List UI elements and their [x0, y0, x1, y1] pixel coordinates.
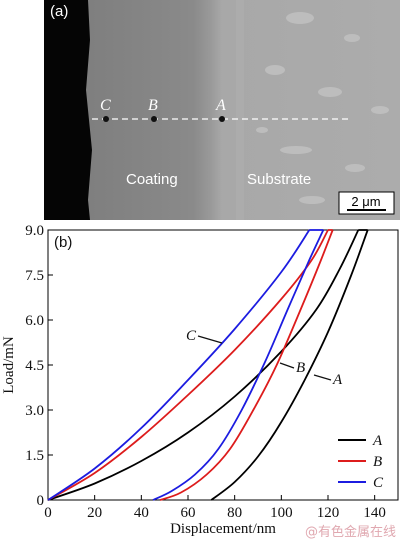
scale-bar-box: [338, 191, 395, 215]
x-tick-label: 60: [181, 505, 196, 521]
legend: A B C: [338, 433, 384, 491]
annotation-c: C: [186, 328, 223, 344]
panel-b-label: (b): [54, 234, 72, 251]
point-a-marker: [219, 116, 225, 122]
x-tick-label: 120: [317, 505, 340, 521]
annotation-a-arrow: [313, 374, 332, 381]
y-axis-title: Load/mN: [1, 336, 17, 394]
series-a-loading: [47, 229, 360, 501]
x-axis-title: Displacement/nm: [170, 521, 276, 537]
annotation-a-text: A: [332, 372, 343, 388]
point-c-label: C: [100, 97, 111, 114]
point-a-label: A: [215, 97, 226, 114]
plot-frame: [47, 229, 399, 501]
sem-background: [44, 0, 400, 220]
scale-bar-label: 2 μm: [351, 194, 380, 209]
chart-panel: (b) 0 20 40 60 80 100 120 140 0 1.5 3.0 4.5 6.0 7.5 9.…: [1, 223, 399, 537]
legend-label-c: C: [373, 475, 384, 491]
sem-dark-edge: [44, 0, 92, 220]
y-tick-label: 0: [37, 493, 45, 509]
margin-left: [0, 0, 44, 220]
substrate-particles: [256, 12, 389, 204]
annotation-b-text: B: [296, 360, 305, 376]
y-tick-label: 7.5: [25, 268, 44, 284]
y-tick-label: 9.0: [25, 223, 44, 239]
x-tick-label: 40: [134, 505, 149, 521]
annotation-c-text: C: [186, 328, 197, 344]
y-tick-label: 1.5: [25, 448, 44, 464]
y-tick-label: 3.0: [25, 403, 44, 419]
series-b-unloading: [159, 229, 334, 501]
y-tick-label: 6.0: [25, 313, 44, 329]
legend-label-b: B: [373, 454, 382, 470]
point-b-label: B: [148, 97, 158, 114]
watermark: @有色金属在线: [305, 524, 396, 540]
x-tick-label: 0: [44, 505, 52, 521]
coating-label: Coating: [126, 171, 178, 188]
series-b-loading: [47, 229, 329, 501]
interface-band: [236, 0, 244, 220]
x-tick-label: 100: [270, 505, 293, 521]
legend-label-a: A: [372, 433, 383, 449]
substrate-label: Substrate: [247, 171, 311, 188]
point-b-marker: [151, 116, 157, 122]
annotation-b: B: [279, 360, 305, 376]
series-c-loading: [47, 229, 311, 501]
annotation-a: A: [313, 372, 343, 388]
annotation-c-arrow: [197, 335, 223, 344]
series-a-unloading: [210, 229, 369, 501]
x-tick-label: 80: [227, 505, 242, 521]
series-c-unloading: [152, 229, 325, 501]
curves: [47, 229, 369, 501]
x-tick-label: 140: [363, 505, 386, 521]
point-c-marker: [103, 116, 109, 122]
sem-panel: (a) C B A Coating Substrate 2 μm: [0, 0, 400, 220]
annotation-b-arrow: [279, 362, 295, 369]
x-tick-label: 20: [87, 505, 102, 521]
panel-a-label: (a): [50, 3, 68, 20]
y-tick-label: 4.5: [25, 358, 44, 374]
